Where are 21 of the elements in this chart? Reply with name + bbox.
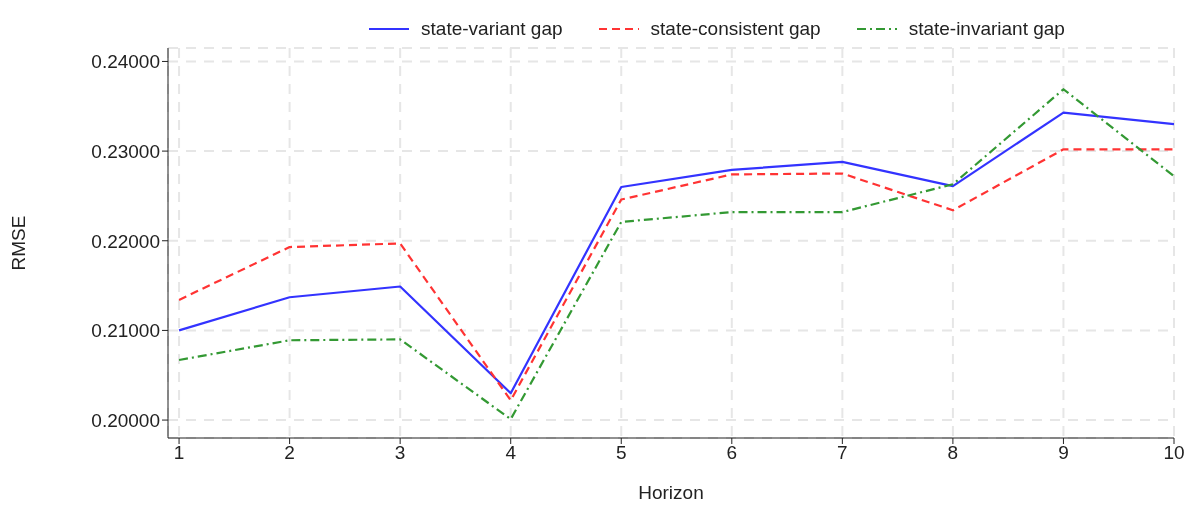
x-tick-label: 6 [726, 442, 738, 464]
x-tick-label: 7 [837, 442, 848, 464]
legend-label: state-variant gap [421, 18, 563, 40]
x-tick-label: 1 [173, 442, 185, 464]
y-tick-label: 0.21000 [91, 320, 160, 342]
x-tick-label: 9 [1058, 442, 1069, 464]
legend-label: state-consistent gap [650, 18, 821, 40]
y-tick-label: 0.22000 [91, 230, 160, 252]
y-tick-label: 0.23000 [91, 140, 160, 162]
x-tick-label: 5 [615, 442, 627, 464]
legend-label: state-invariant gap [908, 18, 1065, 40]
x-tick-label: 3 [394, 442, 406, 464]
x-tick-label: 8 [947, 442, 959, 464]
x-tick-label: 2 [284, 442, 295, 464]
x-tick-label: 4 [505, 442, 517, 464]
y-tick-label: 0.20000 [91, 409, 160, 431]
line-series [177, 148, 1174, 402]
x-tick-label: 10 [1163, 442, 1185, 464]
y-tick-label: 0.24000 [91, 51, 160, 73]
x-axis-title: Horizon [638, 482, 704, 504]
y-axis-title: RMSE [7, 215, 29, 271]
